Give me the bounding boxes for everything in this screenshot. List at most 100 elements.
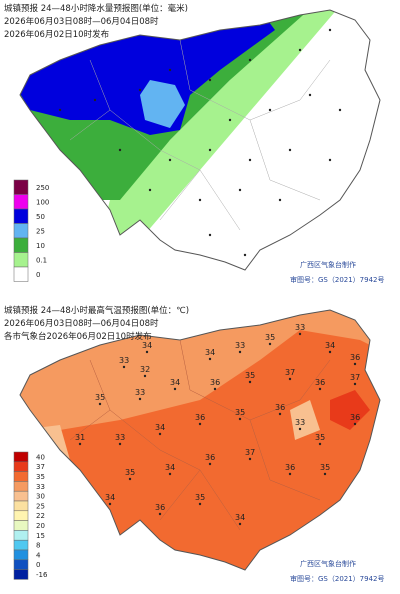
station-dot bbox=[143, 374, 147, 378]
station-temperature: 33 bbox=[295, 418, 305, 427]
station-dot bbox=[308, 93, 312, 97]
station-temperature: 36 bbox=[275, 403, 285, 412]
station-dot bbox=[128, 477, 132, 481]
station-dot bbox=[58, 108, 62, 112]
station-dot bbox=[168, 158, 172, 162]
station-dot bbox=[158, 512, 162, 516]
station-temperature: 33 bbox=[119, 356, 129, 365]
legend-label: 40 bbox=[36, 453, 45, 461]
legend-swatch bbox=[13, 510, 29, 521]
legend-swatch bbox=[13, 481, 29, 492]
station-dot bbox=[278, 198, 282, 202]
station-dot bbox=[248, 380, 252, 384]
legend-label: 37 bbox=[36, 463, 45, 471]
rain-period: 2026年06月03日08时—06月04日08时 bbox=[4, 16, 159, 27]
legend-swatch bbox=[13, 490, 29, 502]
legend-label: 35 bbox=[36, 473, 45, 481]
station-dot bbox=[148, 188, 152, 192]
legend-label: 50 bbox=[36, 213, 45, 221]
station-dot bbox=[158, 432, 162, 436]
station-temperature: 34 bbox=[205, 348, 215, 357]
legend-label: -16 bbox=[36, 571, 48, 579]
station-temperature: 36 bbox=[285, 463, 295, 472]
station-dot bbox=[238, 417, 242, 421]
legend-label: 0 bbox=[36, 561, 40, 569]
legend-swatch bbox=[13, 569, 29, 580]
station-dot bbox=[268, 108, 272, 112]
legend-swatch bbox=[13, 549, 29, 561]
legend-swatch bbox=[13, 451, 29, 463]
station-temperature: 33 bbox=[235, 341, 245, 350]
station-temperature: 36 bbox=[205, 453, 215, 462]
station-dot bbox=[238, 188, 242, 192]
station-dot bbox=[298, 332, 302, 336]
province-outline bbox=[19, 9, 381, 271]
station-temperature: 33 bbox=[135, 388, 145, 397]
station-temperature: 33 bbox=[295, 323, 305, 332]
station-temperature: 35 bbox=[125, 468, 135, 477]
temp-approval: 审图号：GS（2021）7942号 bbox=[290, 574, 385, 583]
temp-title: 城镇预报 24—48小时最高气温预报图(单位：℃) bbox=[4, 305, 189, 316]
legend-swatch bbox=[13, 520, 29, 531]
station-dot bbox=[353, 362, 357, 366]
rain-issued: 2026年06月02日10时发布 bbox=[4, 29, 109, 40]
station-dot bbox=[208, 462, 212, 466]
rain-producer: 广西区气象台制作 bbox=[300, 260, 356, 269]
station-dot bbox=[198, 198, 202, 202]
temperature-areas bbox=[20, 310, 380, 570]
station-dot bbox=[208, 357, 212, 361]
station-dot bbox=[288, 148, 292, 152]
legend-swatch bbox=[13, 252, 29, 268]
station-dot bbox=[213, 387, 217, 391]
station-temperature: 35 bbox=[235, 408, 245, 417]
station-temperature: 36 bbox=[350, 413, 360, 422]
station-temperature: 34 bbox=[142, 341, 152, 350]
county-borders bbox=[69, 339, 331, 531]
station-temperature: 34 bbox=[105, 493, 115, 502]
legend-label: 100 bbox=[36, 198, 49, 206]
station-dot bbox=[173, 387, 177, 391]
station-temperature: 34 bbox=[170, 378, 180, 387]
station-temperature: 34 bbox=[325, 341, 335, 350]
station-temperature: 36 bbox=[210, 378, 220, 387]
station-temperature: 36 bbox=[315, 378, 325, 387]
station-temperature: 36 bbox=[195, 413, 205, 422]
temp-issued: 各市气象台2026年06月02日10时发布 bbox=[4, 331, 152, 342]
legend-swatch bbox=[13, 530, 29, 541]
station-temperature: 37 bbox=[245, 448, 255, 457]
station-dot bbox=[268, 342, 272, 346]
station-temperature: 35 bbox=[245, 371, 255, 380]
station-temperature: 37 bbox=[350, 373, 360, 382]
legend-label: 10 bbox=[36, 242, 45, 250]
legend-swatch bbox=[13, 223, 29, 239]
station-dot bbox=[298, 48, 302, 52]
station-dot bbox=[122, 365, 126, 369]
station-dot bbox=[138, 88, 142, 92]
station-dot bbox=[243, 253, 247, 257]
rain-approval: 审图号：GS（2021）7942号 bbox=[290, 275, 385, 284]
station-temperature: 35 bbox=[315, 433, 325, 442]
legend-swatch bbox=[13, 461, 29, 472]
rain-areas bbox=[20, 10, 380, 270]
station-dot bbox=[288, 377, 292, 381]
legend-label: 0.1 bbox=[36, 256, 47, 264]
station-dot bbox=[278, 412, 282, 416]
station-temperature: 37 bbox=[285, 368, 295, 377]
legend-swatch bbox=[13, 266, 29, 282]
county-borders bbox=[69, 39, 331, 231]
station-dot bbox=[248, 58, 252, 62]
station-dot bbox=[138, 397, 142, 401]
legend-swatch bbox=[13, 471, 29, 482]
legend-swatch bbox=[13, 559, 29, 570]
station-dot bbox=[198, 422, 202, 426]
station-temperature: 36 bbox=[155, 503, 165, 512]
station-temperature: 35 bbox=[95, 393, 105, 402]
station-temperature: 31 bbox=[75, 433, 85, 442]
station-dot bbox=[328, 158, 332, 162]
station-dot bbox=[145, 350, 149, 354]
legend-label: 4 bbox=[36, 551, 41, 559]
legend-label: 15 bbox=[36, 532, 45, 540]
station-dot bbox=[353, 382, 357, 386]
rain-title: 城镇预报 24—48小时降水量预报图(单位：毫米) bbox=[4, 3, 188, 14]
